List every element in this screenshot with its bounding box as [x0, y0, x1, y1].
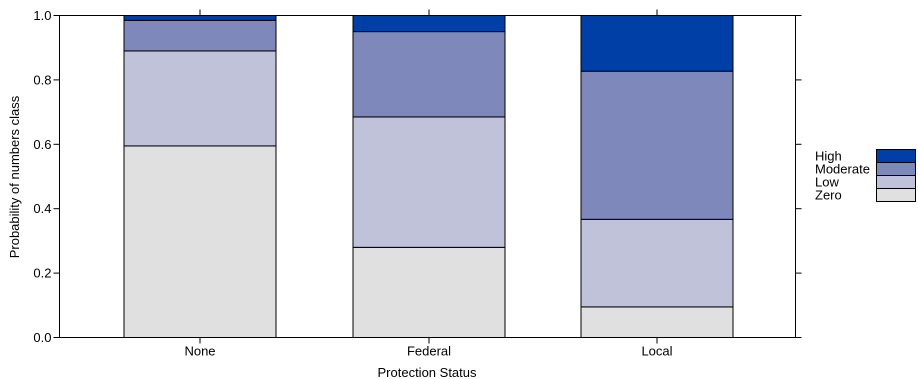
bars-layer	[123, 15, 734, 339]
y-tick-label: 0.0	[33, 330, 51, 345]
plot-frame	[59, 15, 796, 338]
x-tick-label: Local	[641, 344, 672, 359]
y-tick-label: 0.2	[33, 266, 51, 281]
x-tick-label: Federal	[407, 344, 451, 359]
bar-segment-local-low	[580, 218, 734, 308]
y-axis-title: Probability of numbers class	[7, 95, 22, 258]
bar-segment-local-zero	[580, 306, 734, 339]
y-axis: 0.0 0.2 0.4 0.6 0.8 1.0	[33, 8, 802, 345]
legend-label-low: Low	[815, 175, 839, 190]
legend-key-zero	[876, 188, 916, 202]
bar-segment-federal-zero	[352, 246, 506, 338]
bar-segment-none-zero	[123, 145, 277, 338]
y-tick-label: 0.6	[33, 137, 51, 152]
bar-segment-local-moderate	[580, 70, 734, 220]
y-tick-label: 0.4	[33, 201, 51, 216]
legend-key-low	[876, 175, 916, 189]
bar-segment-federal-low	[352, 116, 506, 248]
bar-segment-federal-high	[352, 15, 506, 33]
legend-key-high	[876, 149, 916, 163]
y-tick-label: 1.0	[33, 8, 51, 23]
legend-label-high: High	[815, 149, 842, 164]
bar-segment-none-low	[123, 50, 277, 147]
bar-segment-local-high	[580, 15, 734, 72]
bar-segment-none-moderate	[123, 19, 277, 52]
bar-segment-none-high	[123, 15, 277, 21]
bar-segment-federal-moderate	[352, 31, 506, 118]
legend-key-moderate	[876, 162, 916, 176]
x-axis-title: Protection Status	[378, 365, 477, 379]
x-axis: None Federal Local	[184, 9, 673, 359]
y-tick-label: 0.8	[33, 72, 51, 87]
legend-label-zero: Zero	[815, 188, 842, 203]
legend-label-moderate: Moderate	[815, 162, 870, 177]
x-tick-label: None	[184, 344, 215, 359]
